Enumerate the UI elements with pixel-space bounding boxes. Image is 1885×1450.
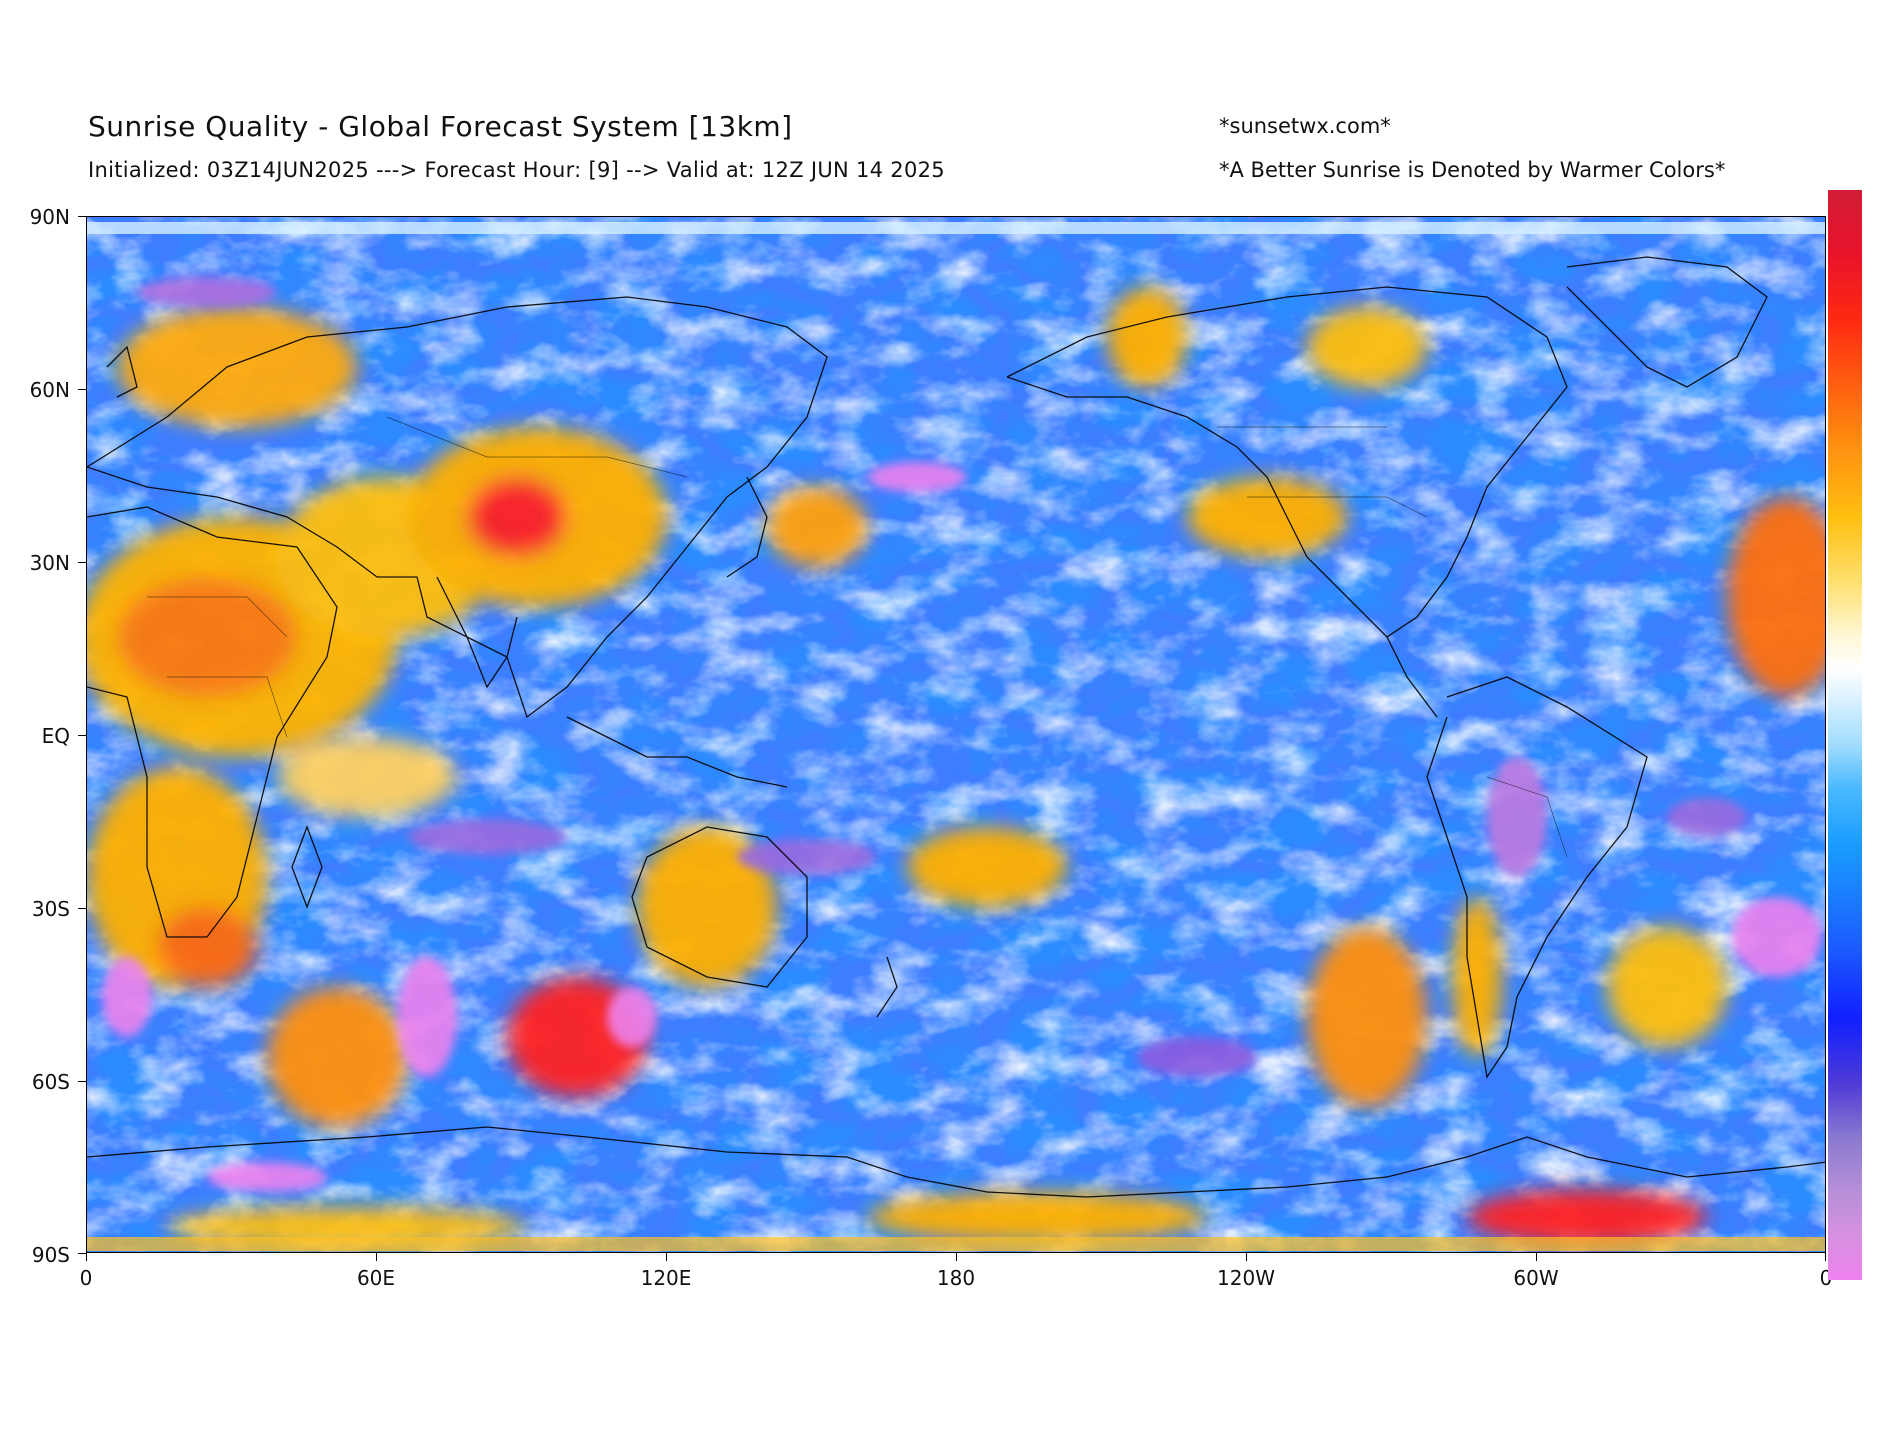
coast-india [436, 576, 518, 689]
violet-south-west [102, 957, 152, 1037]
warm-south-pacific [907, 827, 1067, 907]
warm-southern-ocean-1 [267, 987, 407, 1127]
coast-central-america [1386, 636, 1438, 718]
x-tick-label-180: 180 [936, 1266, 976, 1290]
coast-south-america [1426, 676, 1648, 1079]
y-tick-label-eq: EQ [41, 724, 70, 748]
colorbar-note: *A Better Sunrise is Denoted by Warmer C… [1219, 158, 1726, 182]
y-tick-label-30s: 30S [31, 897, 70, 921]
x-tick [376, 1253, 377, 1261]
coast-nz [876, 956, 898, 1018]
y-tick [78, 735, 86, 736]
coast-australia [631, 826, 808, 988]
y-tick [78, 562, 86, 563]
x-tick [1825, 1253, 1826, 1261]
chart-subtitle: Initialized: 03Z14JUN2025 ---> Forecast … [88, 158, 945, 182]
x-tick-label-120w: 120W [1217, 1266, 1275, 1290]
warm-us-west [1187, 477, 1347, 557]
border-africa-1 [147, 596, 288, 638]
x-tick [1246, 1253, 1247, 1261]
colorbar [1828, 190, 1862, 1280]
coast-greenland [1566, 256, 1768, 388]
y-tick [78, 1081, 86, 1082]
warm-australia [637, 827, 777, 987]
warm-canada [1307, 307, 1427, 387]
violet-s-atlantic-2 [1667, 797, 1747, 837]
coast-madagascar [291, 825, 323, 909]
warm-alaska [1107, 287, 1187, 387]
warm-antarctic-ross [867, 1192, 1207, 1242]
coast-antarctica [87, 1126, 1825, 1198]
warm-regions [87, 287, 1825, 1247]
violet-indian-1 [407, 819, 567, 855]
north-polar-band [87, 222, 1825, 234]
x-tick [1536, 1253, 1537, 1261]
coast-africa [87, 506, 338, 938]
warm-sahara [117, 577, 297, 697]
x-tick [666, 1253, 667, 1261]
violet-southern-ocean-1 [397, 957, 457, 1077]
warm-nw-pacific [767, 487, 867, 567]
warm-antarctic-peninsula [1467, 1189, 1707, 1245]
violet-southern-ocean-2 [607, 987, 657, 1047]
x-tick-label-60e: 60E [356, 1266, 396, 1290]
y-tick [78, 216, 86, 217]
coastlines [87, 256, 1825, 1198]
border-us [1247, 496, 1428, 518]
y-tick-label-60n: 60N [29, 378, 70, 402]
border-asia [386, 416, 688, 478]
x-tick-label-60w: 60W [1513, 1266, 1559, 1290]
warm-s-pacific-band [1307, 927, 1427, 1107]
warm-tibet [467, 477, 567, 557]
coast-indonesia [566, 716, 788, 788]
border-s-america [1486, 776, 1568, 858]
warm-europe [117, 307, 357, 427]
violet-s-america [1487, 757, 1547, 877]
warm-west-africa [1727, 497, 1825, 697]
sunrise-quality-field [87, 217, 1825, 1252]
violet-regions [102, 277, 1822, 1192]
y-tick [78, 908, 86, 909]
y-tick [78, 1253, 86, 1254]
coast-japan [726, 476, 768, 578]
y-tick-label-90n: 90N [29, 205, 70, 229]
violet-s-atlantic [1732, 897, 1822, 977]
warm-indian-ocean [277, 737, 457, 817]
warm-s-atlantic [1607, 927, 1727, 1047]
violet-arctic [137, 277, 277, 307]
y-tick-label-90s: 90S [31, 1243, 70, 1267]
violet-antarctic [207, 1162, 327, 1192]
x-tick-label-0: 0 [79, 1266, 93, 1290]
y-tick [78, 389, 86, 390]
forecast-map [86, 216, 1826, 1253]
x-tick-label-120e: 120E [640, 1266, 692, 1290]
borders [147, 416, 1568, 858]
coast-uk [106, 345, 138, 398]
x-tick [956, 1253, 957, 1261]
coast-eurasia [87, 296, 828, 719]
chart-title: Sunrise Quality - Global Forecast System… [88, 110, 793, 143]
border-africa-2 [167, 676, 288, 738]
south-polar-band [87, 1237, 1825, 1251]
warm-se-africa [157, 907, 257, 987]
x-tick [86, 1253, 87, 1261]
warm-argentina [1452, 897, 1502, 1057]
violet-n-pacific [867, 462, 967, 492]
y-tick-label-30n: 30N [29, 551, 70, 575]
coast-north-america [1006, 286, 1568, 638]
violet-pacific-1 [737, 839, 877, 875]
y-tick-label-60s: 60S [31, 1070, 70, 1094]
violet-s-pacific [1137, 1037, 1257, 1077]
site-credit: *sunsetwx.com* [1219, 114, 1391, 138]
